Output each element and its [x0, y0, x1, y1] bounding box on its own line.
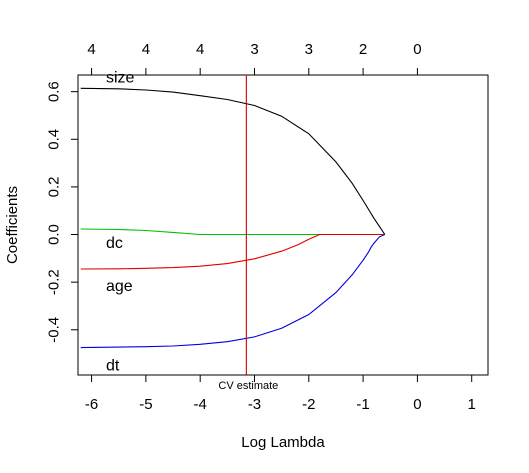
series-line-size: [80, 87, 386, 235]
cv-estimate-label: CV estimate: [218, 380, 278, 392]
x-tick-label: -4: [194, 396, 207, 413]
top-tick-label: 3: [305, 41, 313, 58]
x-tick-label: 0: [413, 396, 421, 413]
y-tick-label: -0.4: [46, 317, 63, 343]
top-tick-label: 2: [359, 41, 367, 58]
top-axis: 4 4 4 3 3 2 0: [87, 41, 422, 76]
x-tick-label: -5: [139, 396, 152, 413]
series-label-size: size: [106, 69, 135, 86]
y-tick-label: 0.6: [46, 81, 63, 102]
top-tick-label: 4: [87, 41, 95, 58]
y-tick-label: 0.2: [46, 176, 63, 197]
y-tick-label: 0.0: [46, 224, 63, 245]
cv-estimate-layer: CV estimate: [218, 75, 278, 392]
top-tick-label: 0: [413, 41, 421, 58]
series-line-dt: [80, 233, 386, 349]
x-tick-label: 1: [468, 396, 476, 413]
top-tick-label: 4: [196, 41, 204, 58]
x-tick-label: -3: [248, 396, 261, 413]
bottom-axis: -6 -5 -4 -3 -2 -1 0 1: [85, 374, 476, 413]
x-tick-label: -1: [356, 396, 369, 413]
y-tick-label: -0.2: [46, 269, 63, 295]
x-axis-title: Log Lambda: [241, 434, 325, 451]
series-labels: size dc age dt: [106, 69, 135, 374]
x-tick-label: -6: [85, 396, 98, 413]
top-tick-label: 4: [142, 41, 150, 58]
top-tick-label: 3: [250, 41, 258, 58]
series-label-dc: dc: [106, 235, 123, 252]
series-layer: [80, 87, 386, 349]
series-line-age: [80, 233, 385, 270]
series-line-dc: [80, 228, 385, 236]
y-tick-label: 0.4: [46, 129, 63, 150]
series-label-dt: dt: [106, 358, 120, 375]
left-axis: -0.4 -0.2 0.0 0.2 0.4 0.6: [46, 81, 79, 343]
x-tick-label: -2: [302, 396, 315, 413]
plot-box: [77, 74, 489, 376]
series-label-age: age: [106, 278, 133, 295]
y-axis-title: Coefficients: [4, 186, 21, 264]
